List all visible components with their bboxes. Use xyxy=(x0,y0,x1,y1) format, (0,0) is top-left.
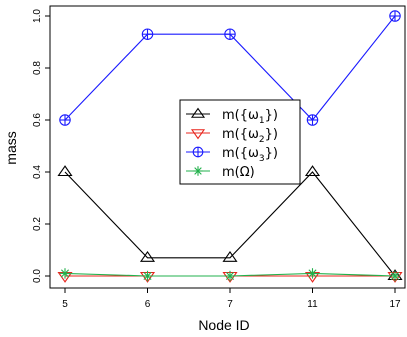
marker-triangle-up xyxy=(139,250,156,262)
legend-label: m({ω1}) xyxy=(222,108,278,126)
y-axis-title: mass xyxy=(3,131,19,164)
marker-triangle-up xyxy=(57,165,73,177)
marker-triangle-down xyxy=(190,129,206,140)
x-tick-label: 17 xyxy=(389,299,401,310)
marker-asterisk xyxy=(307,268,318,279)
legend-label: m({ω2}) xyxy=(222,127,278,145)
y-tick-label: 1.0 xyxy=(32,9,43,23)
marker-asterisk xyxy=(193,166,203,176)
marker-circle-plus xyxy=(389,10,401,22)
plot-area xyxy=(49,5,406,289)
x-tick-label: 5 xyxy=(62,299,68,310)
legend-item: m(Ω) xyxy=(186,165,255,180)
x-tick-label: 7 xyxy=(227,299,233,310)
y-tick-label: 0.2 xyxy=(32,217,43,231)
marker-circle-plus xyxy=(224,28,236,40)
series-line xyxy=(64,171,396,277)
marker-triangle-up xyxy=(222,250,238,262)
legend-item: m({ω3}) xyxy=(186,146,278,164)
marker-circle-plus xyxy=(59,114,71,126)
marker-circle-plus xyxy=(306,114,319,126)
marker-circle-plus xyxy=(141,28,154,40)
y-tick-label: 0.4 xyxy=(32,165,43,179)
marker-asterisk xyxy=(59,268,71,279)
series-3 xyxy=(59,10,401,126)
legend-item: m({ω1}) xyxy=(186,107,278,126)
x-tick-label: 11 xyxy=(307,299,318,310)
marker-triangle-up xyxy=(190,107,206,118)
x-tick-label: 6 xyxy=(145,299,151,310)
marker-asterisk xyxy=(142,270,153,282)
y-tick-label: 0.0 xyxy=(32,269,43,283)
legend: m({ω1})m({ω2})m({ω3})m(Ω) xyxy=(179,99,301,185)
series-1 xyxy=(57,165,403,281)
x-axis-title: Node ID xyxy=(198,317,249,333)
marker-triangle-up xyxy=(304,165,321,177)
y-tick-label: 0.6 xyxy=(32,113,43,127)
marker-asterisk xyxy=(224,270,236,282)
y-tick-label: 0.8 xyxy=(32,61,43,75)
marker-asterisk xyxy=(389,270,401,282)
legend-item: m({ω2}) xyxy=(186,127,278,145)
marker-circle-plus xyxy=(192,146,204,158)
legend-label: m(Ω) xyxy=(222,165,255,180)
legend-label: m({ω3}) xyxy=(222,146,278,164)
series-4 xyxy=(59,268,401,282)
